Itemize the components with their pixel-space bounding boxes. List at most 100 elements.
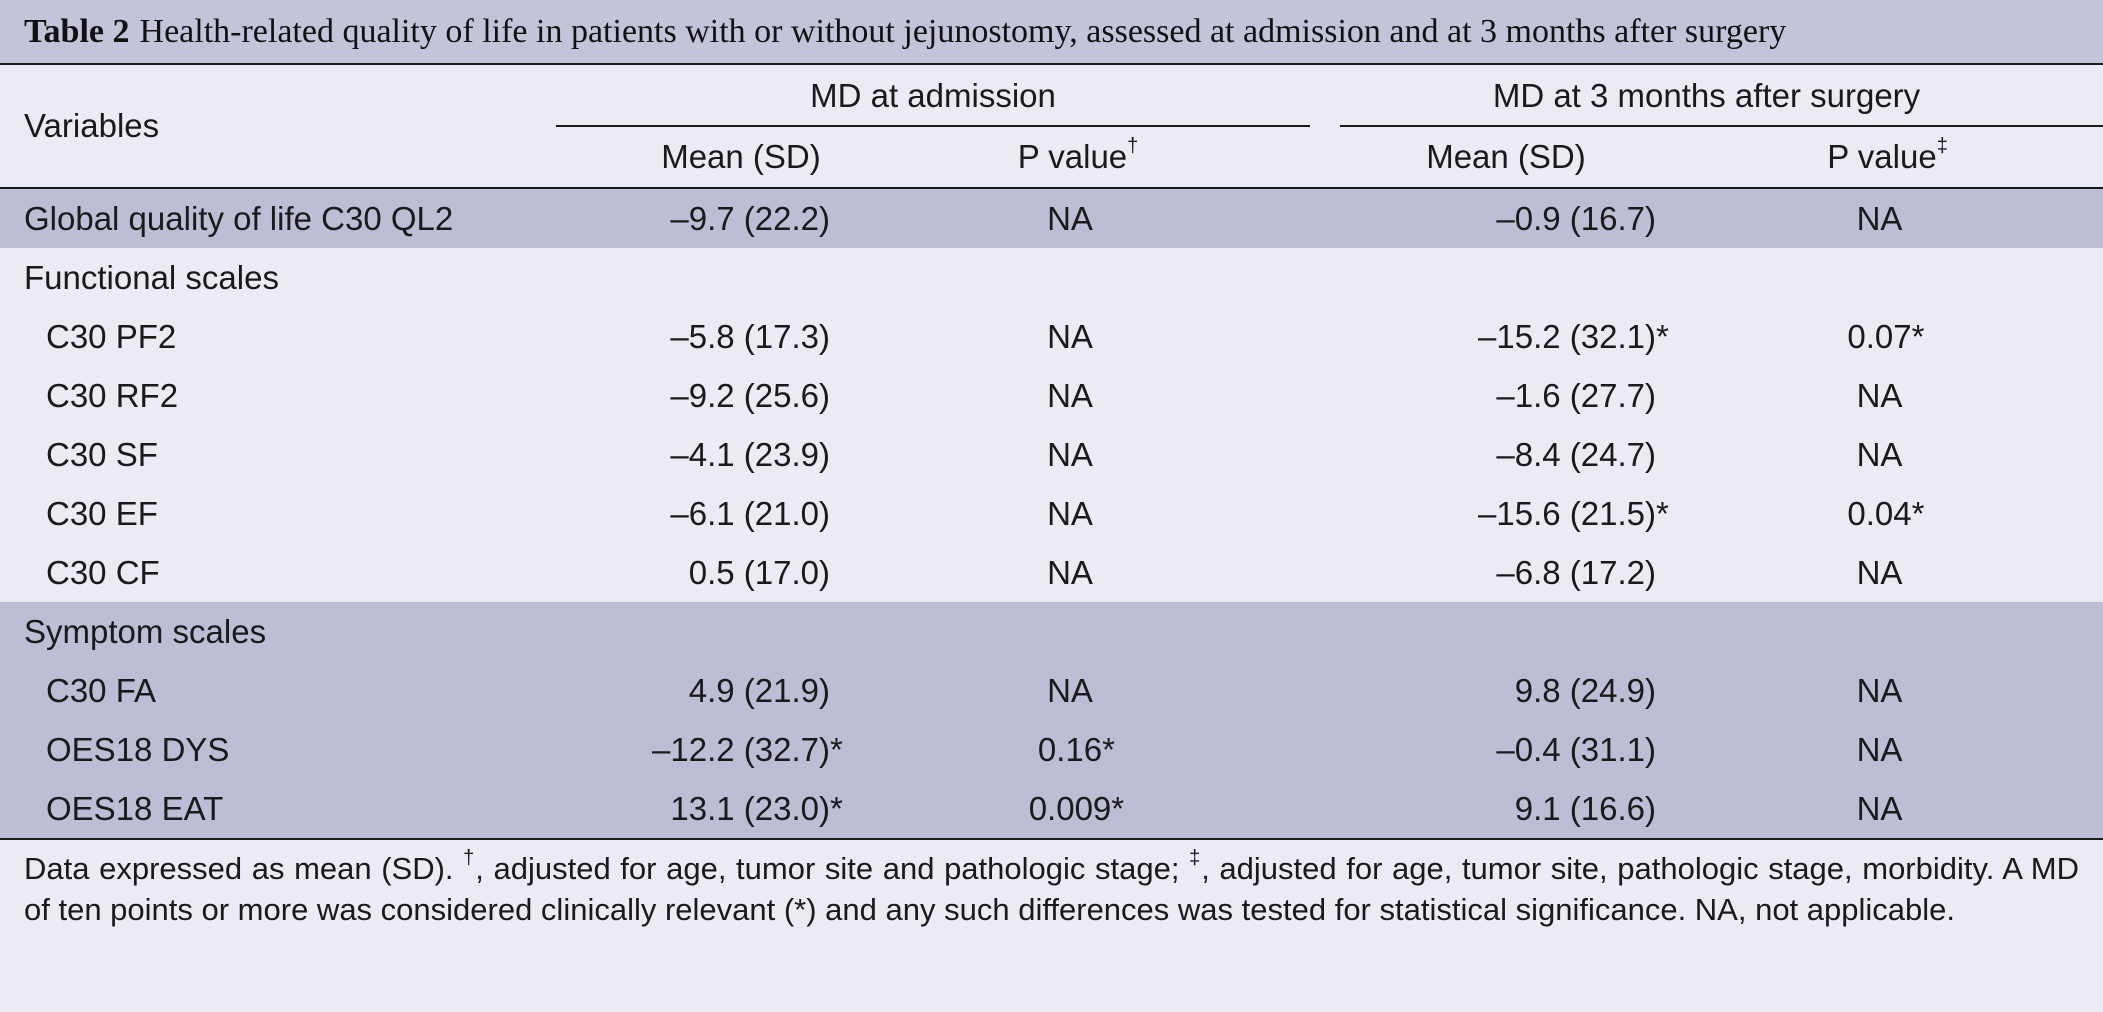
mean-sd-header-3months-label: Mean (SD) — [1426, 138, 1586, 175]
footnote-text-2: , adjusted for age, tumor site and patho… — [475, 851, 1190, 886]
table-row: C30 EF –6.1 (21.0) NA –15.6 (21.5)* 0.04* — [0, 484, 2103, 543]
p-value-header-3months: P value‡ — [1672, 127, 2103, 187]
p-value-admission: NA — [846, 366, 1310, 425]
mean-3months: –6.8 (17.2) — [1310, 543, 1672, 602]
p-value-admission: NA — [846, 661, 1310, 720]
p-value-admission: NA — [846, 484, 1310, 543]
row-label: Functional scales — [0, 248, 556, 307]
p-value-3months — [1672, 248, 2103, 307]
p-value-admission-value: 0.009 — [1028, 789, 1112, 827]
p-value-3months-value: NA — [1856, 553, 1903, 591]
row-label-text: C30 CF — [46, 553, 160, 591]
group-header-admission: MD at admission — [556, 65, 1310, 127]
p-value-admission: NA — [846, 543, 1310, 602]
p-value-3months-asterisk: * — [1911, 317, 1925, 355]
p-value-header-3months-label: P value — [1827, 138, 1937, 175]
p-value-3months: NA — [1672, 720, 2103, 779]
p-value-3months: NA — [1672, 779, 2103, 838]
mean-admission: –9.2 (25.6) — [556, 366, 846, 425]
mean-admission-value: 4.9 (21.9) — [688, 671, 830, 709]
row-label: OES18 EAT — [0, 779, 556, 838]
p-value-admission-asterisk: * — [1111, 789, 1125, 827]
table-row: Symptom scales — [0, 602, 2103, 661]
mean-sd-header-admission-label: Mean (SD) — [661, 138, 821, 175]
p-value-3months-value: 0.04 — [1847, 494, 1912, 532]
table-row: OES18 EAT 13.1 (23.0)* 0.009* 9.1 (16.6) NA — [0, 779, 2103, 838]
mean-admission: –6.1 (21.0) — [556, 484, 846, 543]
group-underline-admission — [556, 125, 1310, 127]
data-table: Variables MD at admission MD at 3 months… — [0, 65, 2103, 838]
p-value-3months: NA — [1672, 661, 2103, 720]
mean-3months: –0.4 (31.1) — [1310, 720, 1672, 779]
p-value-admission-value: NA — [1047, 553, 1093, 591]
p-value-admission-value: 0.16 — [1037, 730, 1103, 768]
row-label: C30 PF2 — [0, 307, 556, 366]
p-value-admission-value: NA — [1047, 317, 1093, 355]
double-dagger-mark: ‡ — [1936, 135, 1948, 157]
mean-3months-value: –0.9 (16.7) — [1496, 199, 1656, 237]
mean-3months-value: –15.2 (32.1) — [1478, 317, 1656, 355]
table-row: C30 CF 0.5 (17.0) NA –6.8 (17.2) NA — [0, 543, 2103, 602]
mean-3months-value: 9.8 (24.9) — [1514, 671, 1656, 709]
mean-3months: –0.9 (16.7) — [1310, 188, 1672, 248]
p-value-3months: NA — [1672, 425, 2103, 484]
row-label-text: Symptom scales — [24, 612, 267, 650]
p-value-3months-value: NA — [1856, 376, 1903, 414]
p-value-admission — [846, 602, 1310, 661]
p-value-3months-asterisk: * — [1911, 494, 1925, 532]
table-row: C30 FA 4.9 (21.9) NA 9.8 (24.9) NA — [0, 661, 2103, 720]
mean-admission-value: –9.7 (22.2) — [670, 199, 830, 237]
row-label-text: C30 SF — [46, 435, 158, 473]
row-label-text: OES18 EAT — [46, 789, 224, 827]
row-label: OES18 DYS — [0, 720, 556, 779]
mean-admission-value: 13.1 (23.0) — [670, 789, 830, 827]
p-value-3months: 0.07* — [1672, 307, 2103, 366]
row-label-text: OES18 DYS — [46, 730, 230, 768]
row-label: Symptom scales — [0, 602, 556, 661]
table-row: OES18 DYS –12.2 (32.7)* 0.16* –0.4 (31.1) NA — [0, 720, 2103, 779]
table-title: Health-related quality of life in patien… — [139, 12, 1787, 50]
p-value-admission-value: NA — [1047, 671, 1093, 709]
mean-3months-value: –15.6 (21.5) — [1478, 494, 1656, 532]
row-label-text: C30 RF2 — [46, 376, 179, 414]
table-footnote: Data expressed as mean (SD). †, adjusted… — [0, 840, 2103, 930]
group-header-admission-label: MD at admission — [810, 77, 1056, 114]
mean-3months — [1310, 248, 1672, 307]
table-row: C30 RF2 –9.2 (25.6) NA –1.6 (27.7) NA — [0, 366, 2103, 425]
mean-admission-value: –5.8 (17.3) — [670, 317, 830, 355]
p-value-3months-value: NA — [1856, 435, 1903, 473]
row-label: C30 RF2 — [0, 366, 556, 425]
row-label-text: Global quality of life C30 QL2 — [24, 199, 454, 237]
mean-3months-value: 9.1 (16.6) — [1514, 789, 1656, 827]
p-value-admission-value: NA — [1047, 494, 1093, 532]
table-body: Global quality of life C30 QL2 –9.7 (22.2… — [0, 188, 2103, 838]
mean-admission-value: –12.2 (32.7) — [652, 730, 830, 768]
p-value-admission: NA — [846, 188, 1310, 248]
mean-admission: –12.2 (32.7)* — [556, 720, 846, 779]
p-value-3months: 0.04* — [1672, 484, 2103, 543]
p-value-3months-value: NA — [1856, 671, 1903, 709]
p-value-header-admission: P value† — [846, 127, 1310, 187]
row-label-text: C30 EF — [46, 494, 158, 532]
mean-3months: 9.8 (24.9) — [1310, 661, 1672, 720]
mean-3months-value: –8.4 (24.7) — [1496, 435, 1656, 473]
row-label: C30 FA — [0, 661, 556, 720]
mean-3months: –15.6 (21.5)* — [1310, 484, 1672, 543]
dagger-mark: † — [1127, 135, 1139, 157]
mean-admission: –4.1 (23.9) — [556, 425, 846, 484]
mean-admission-asterisk: * — [830, 730, 843, 768]
table-row: Functional scales — [0, 248, 2103, 307]
row-label-text: Functional scales — [24, 258, 279, 296]
table-label: Table 2 — [24, 12, 130, 50]
p-value-admission: 0.16* — [846, 720, 1310, 779]
mean-admission-value: –4.1 (23.9) — [670, 435, 830, 473]
group-underline-3months — [1340, 125, 2103, 127]
group-header-3months: MD at 3 months after surgery — [1310, 65, 2103, 127]
mean-admission: –9.7 (22.2) — [556, 188, 846, 248]
mean-admission — [556, 602, 846, 661]
p-value-header-admission-label: P value — [1017, 138, 1128, 175]
p-value-3months-value: 0.07 — [1847, 317, 1912, 355]
mean-admission-value: –9.2 (25.6) — [670, 376, 830, 414]
mean-admission-asterisk: * — [830, 789, 843, 827]
